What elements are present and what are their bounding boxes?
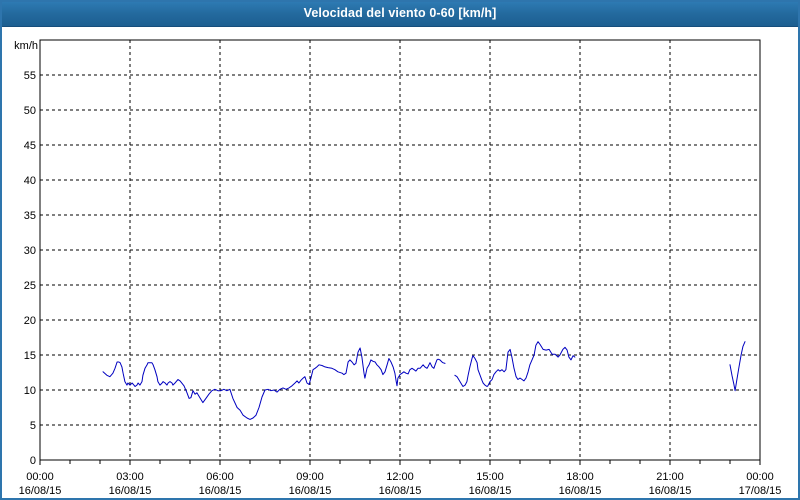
wind-speed-line	[729, 341, 746, 392]
y-tick-label: 20	[24, 315, 36, 327]
x-tick-date-label: 16/08/15	[199, 485, 242, 497]
y-tick-label: 10	[24, 385, 36, 397]
x-tick-date-label: 16/08/15	[109, 485, 152, 497]
x-tick-time-label: 09:00	[296, 471, 324, 483]
y-tick-label: 50	[24, 105, 36, 117]
x-tick-time-label: 06:00	[206, 471, 234, 483]
x-tick-time-label: 21:00	[656, 471, 684, 483]
x-tick-date-label: 16/08/15	[559, 485, 602, 497]
x-tick-date-label: 16/08/15	[289, 485, 332, 497]
y-tick-label: 40	[24, 175, 36, 187]
y-tick-label: 30	[24, 245, 36, 257]
title-bar: Velocidad del viento 0-60 [km/h]	[0, 0, 800, 27]
y-axis-unit-label: km/h	[14, 40, 38, 52]
x-tick-date-label: 17/08/15	[739, 485, 782, 497]
y-tick-label: 35	[24, 210, 36, 222]
y-tick-label: 0	[30, 455, 36, 467]
y-tick-label: 25	[24, 280, 36, 292]
x-tick-date-label: 16/08/15	[19, 485, 62, 497]
y-tick-label: 55	[24, 70, 36, 82]
y-tick-label: 15	[24, 350, 36, 362]
y-tick-label: 45	[24, 140, 36, 152]
wind-speed-line	[102, 347, 446, 420]
x-tick-time-label: 00:00	[26, 471, 54, 483]
x-tick-time-label: 12:00	[386, 471, 414, 483]
chart-title: Velocidad del viento 0-60 [km/h]	[303, 6, 497, 20]
x-tick-date-label: 16/08/15	[379, 485, 422, 497]
x-tick-time-label: 00:00	[746, 471, 774, 483]
x-tick-time-label: 03:00	[116, 471, 144, 483]
x-tick-date-label: 16/08/15	[649, 485, 692, 497]
y-tick-label: 5	[30, 420, 36, 432]
wind-speed-line	[454, 341, 576, 387]
x-tick-time-label: 18:00	[566, 471, 594, 483]
x-tick-time-label: 15:00	[476, 471, 504, 483]
x-tick-date-label: 16/08/15	[469, 485, 512, 497]
